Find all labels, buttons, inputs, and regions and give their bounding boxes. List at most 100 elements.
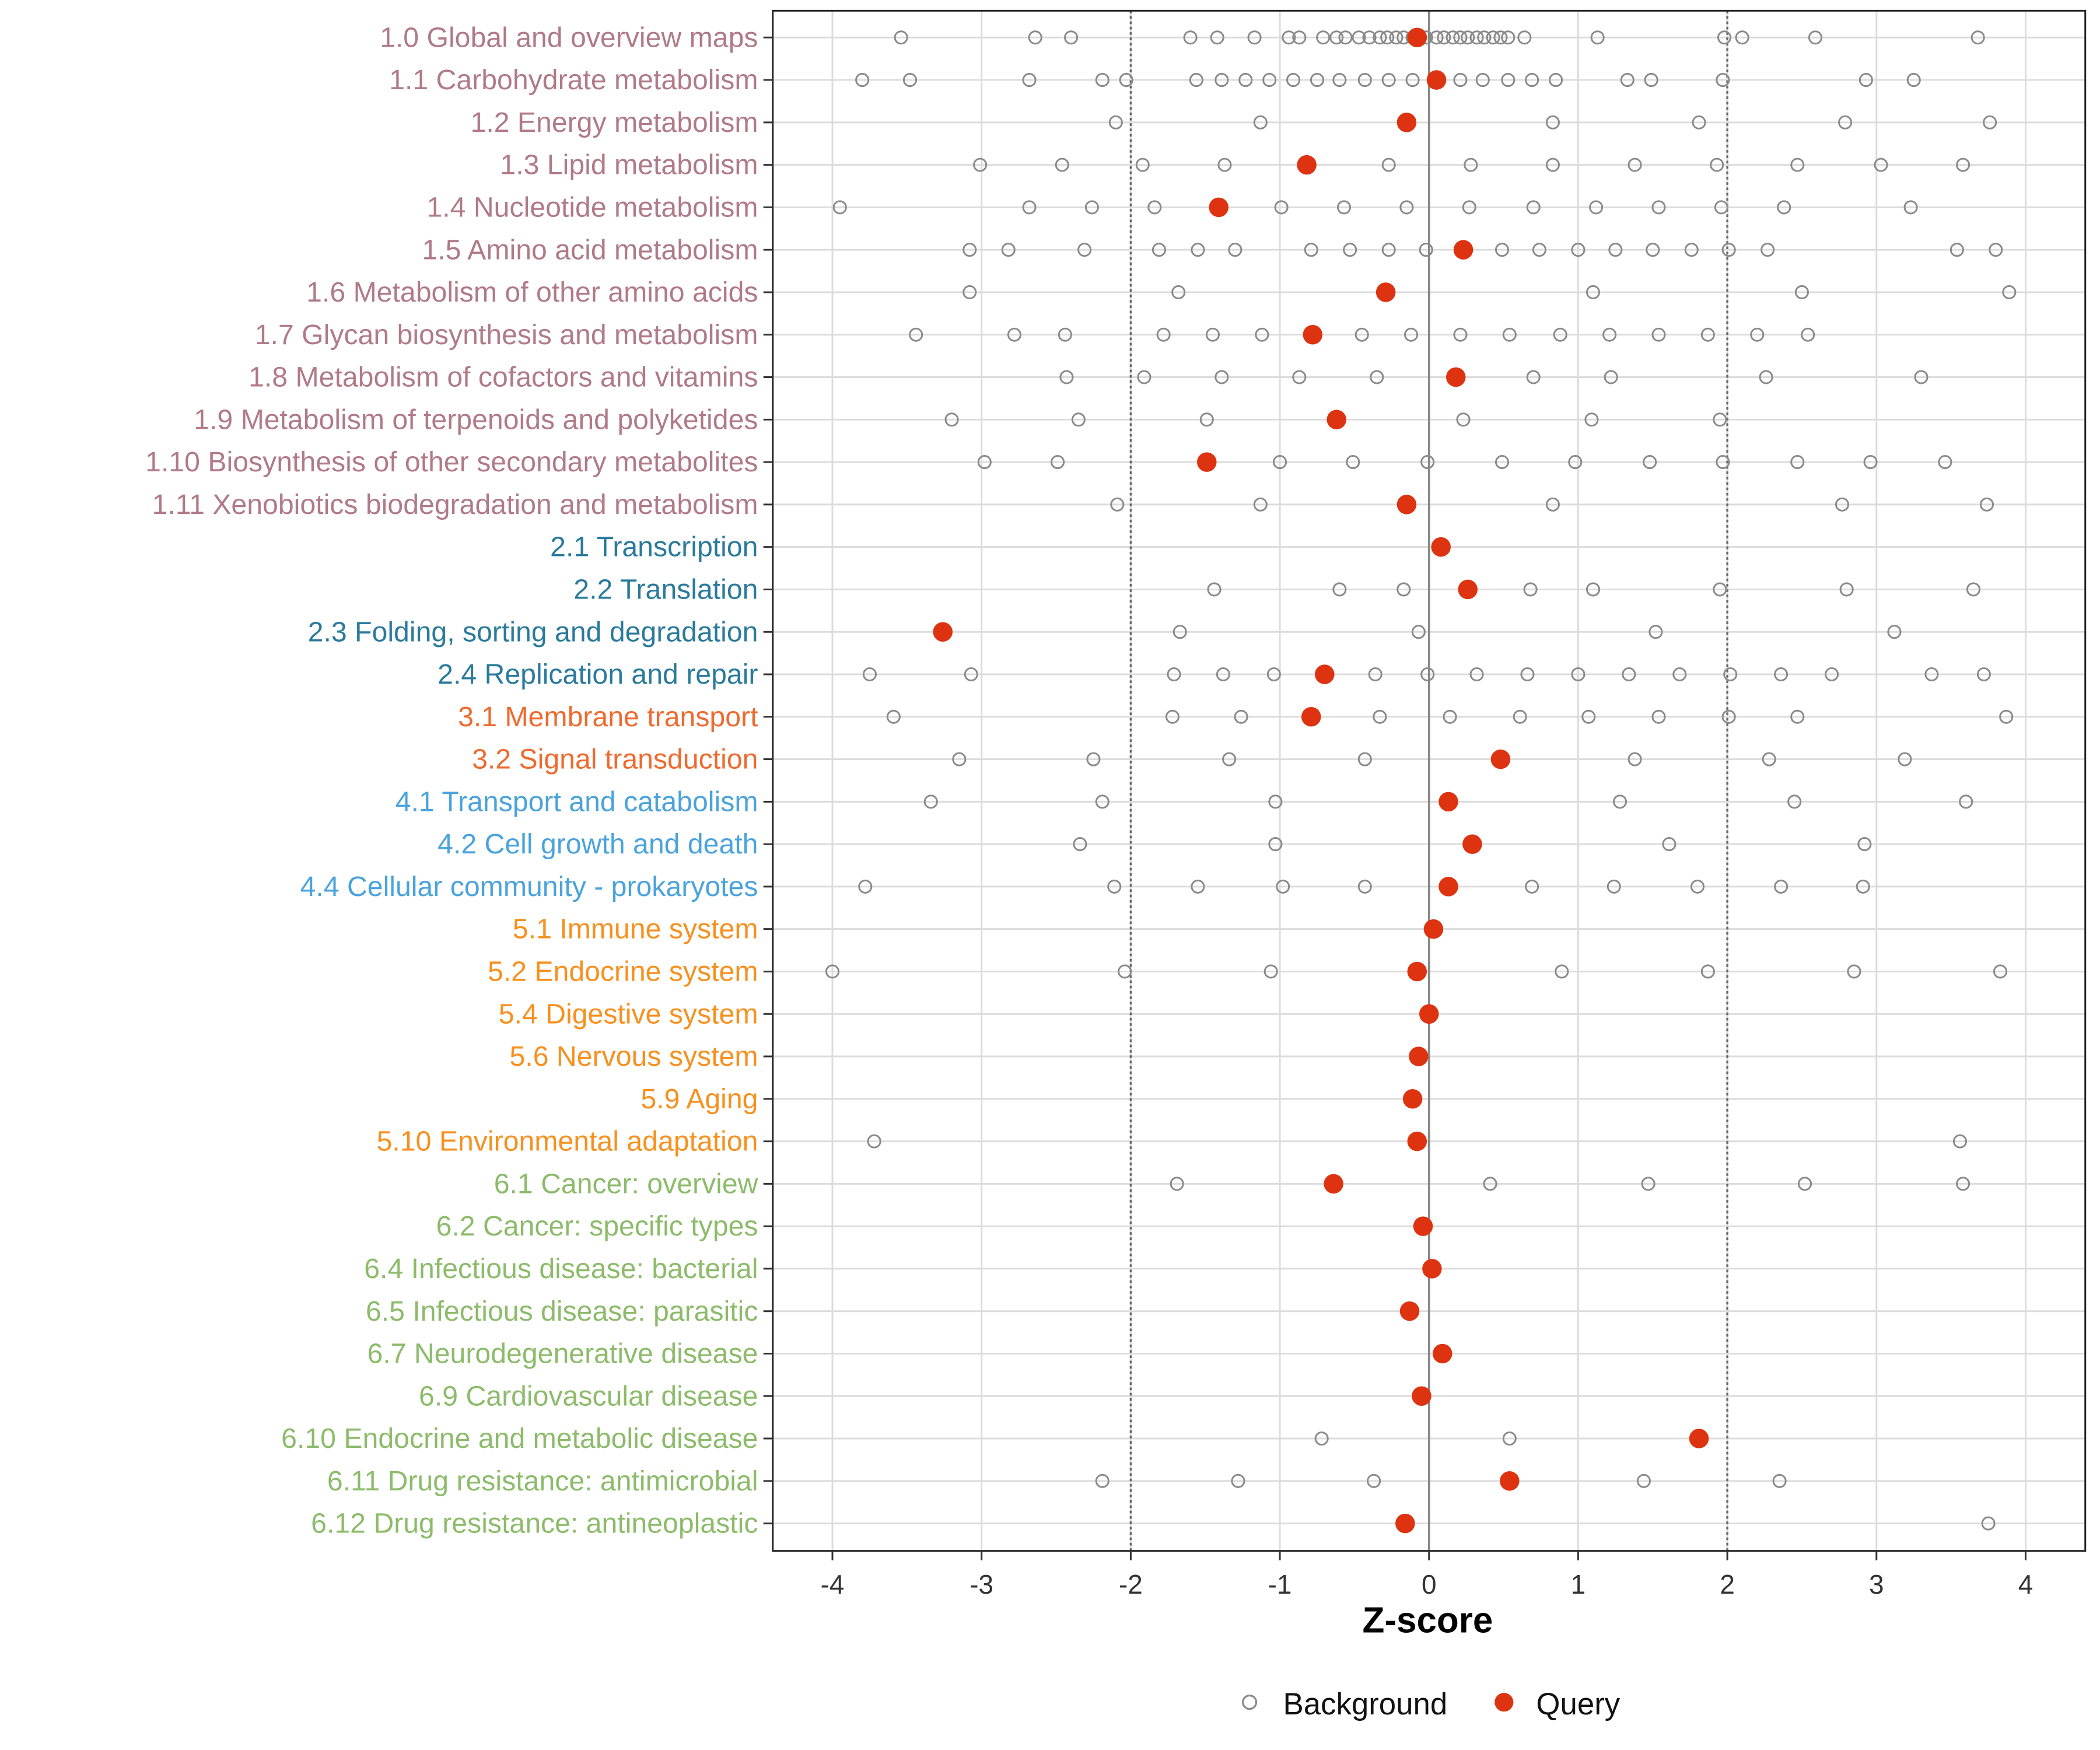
background-point bbox=[1183, 30, 1198, 45]
background-point bbox=[1214, 73, 1229, 88]
background-point bbox=[1590, 30, 1605, 45]
query-point bbox=[1419, 1004, 1439, 1024]
background-point bbox=[1469, 667, 1484, 682]
background-point bbox=[1231, 1474, 1245, 1488]
query-point bbox=[1376, 282, 1396, 302]
data-points bbox=[825, 27, 2017, 1534]
category-label: 1.2 Energy metabolism bbox=[471, 107, 758, 138]
background-point bbox=[1368, 667, 1382, 682]
category-label: 1.9 Metabolism of terpenoids and polyket… bbox=[194, 404, 758, 435]
category-label: 1.5 Amino acid metabolism bbox=[422, 234, 758, 265]
background-point bbox=[1555, 964, 1569, 979]
background-point bbox=[1420, 667, 1435, 682]
background-point bbox=[1513, 709, 1527, 724]
background-point bbox=[1262, 73, 1277, 88]
background-point bbox=[1462, 200, 1476, 215]
background-point bbox=[1207, 582, 1222, 597]
background-point bbox=[1825, 667, 1839, 682]
query-point bbox=[1412, 1386, 1432, 1406]
background-point bbox=[1808, 30, 1823, 45]
background-point bbox=[1380, 30, 1395, 45]
background-point bbox=[1581, 709, 1596, 724]
background-point bbox=[1370, 370, 1384, 384]
background-point bbox=[1620, 73, 1634, 88]
background-point bbox=[1835, 497, 1850, 512]
background-point bbox=[1971, 30, 1985, 45]
background-point bbox=[1191, 243, 1205, 257]
background-point bbox=[1216, 667, 1230, 682]
background-point bbox=[1453, 327, 1468, 342]
background-point bbox=[1762, 752, 1776, 766]
category-label: 1.6 Metabolism of other amino acids bbox=[306, 276, 758, 308]
query-point bbox=[1407, 1131, 1427, 1152]
background-point bbox=[1055, 158, 1069, 172]
background-point bbox=[1735, 30, 1749, 45]
query-point bbox=[1326, 410, 1346, 430]
background-point bbox=[1059, 370, 1074, 384]
category-label: 5.2 Endocrine system bbox=[488, 956, 758, 988]
background-point bbox=[1549, 73, 1563, 88]
background-point bbox=[1938, 455, 1952, 470]
background-point bbox=[1483, 1177, 1497, 1191]
x-axis-ticks: -4 -3 -2 -1 0 1 2 3 4 bbox=[821, 1550, 2033, 1600]
background-point bbox=[1464, 158, 1478, 172]
background-point bbox=[1381, 73, 1396, 88]
category-label: 1.7 Glycan biosynthesis and metabolism bbox=[255, 319, 758, 351]
background-point bbox=[1651, 200, 1666, 215]
category-label: 2.3 Folding, sorting and degradation bbox=[308, 616, 758, 648]
background-point bbox=[1086, 752, 1101, 766]
background-point bbox=[1700, 964, 1715, 979]
category-label: 3.1 Membrane transport bbox=[458, 701, 758, 733]
background-point bbox=[1857, 837, 1872, 852]
category-label: 1.3 Lipid metabolism bbox=[500, 149, 758, 181]
background-point bbox=[1887, 625, 1902, 639]
background-point bbox=[1606, 879, 1621, 894]
background-point bbox=[1643, 455, 1657, 470]
background-point bbox=[1525, 73, 1539, 88]
category-label: 2.2 Translation bbox=[573, 574, 758, 606]
category-label: 6.4 Infectious disease: bacterial bbox=[364, 1253, 758, 1284]
background-point bbox=[1648, 625, 1663, 639]
background-point bbox=[1777, 200, 1791, 215]
category-label: 5.9 Aging bbox=[640, 1083, 758, 1115]
background-point bbox=[1628, 752, 1642, 766]
background-point bbox=[1863, 455, 1878, 470]
background-point bbox=[1956, 158, 1971, 172]
background-point bbox=[1411, 625, 1426, 639]
background-point bbox=[963, 285, 977, 300]
background-point bbox=[1217, 158, 1232, 172]
background-point bbox=[964, 667, 978, 682]
background-point bbox=[1381, 243, 1396, 257]
background-point bbox=[1651, 709, 1666, 724]
background-point bbox=[1073, 837, 1087, 852]
background-point bbox=[1456, 412, 1471, 427]
background-point bbox=[902, 73, 918, 88]
background-point bbox=[1553, 327, 1567, 342]
query-point bbox=[1413, 1216, 1433, 1236]
query-point bbox=[1409, 1046, 1429, 1066]
background-point bbox=[1525, 879, 1539, 894]
background-point bbox=[1477, 30, 1492, 45]
background-point bbox=[1282, 30, 1296, 45]
background-point bbox=[1545, 497, 1560, 512]
category-label: 3.2 Signal transduction bbox=[472, 744, 758, 775]
background-point bbox=[1721, 243, 1736, 257]
background-point bbox=[1343, 243, 1357, 257]
background-point bbox=[1214, 370, 1229, 384]
query-point bbox=[1297, 155, 1317, 175]
background-point bbox=[1501, 30, 1516, 45]
background-point bbox=[832, 200, 847, 215]
background-point bbox=[1838, 115, 1853, 130]
background-point bbox=[1628, 158, 1642, 172]
background-point bbox=[1690, 879, 1705, 894]
background-point bbox=[1906, 73, 1921, 88]
background-point bbox=[1790, 709, 1805, 724]
background-point bbox=[1137, 370, 1152, 384]
query-point bbox=[1396, 495, 1417, 514]
background-point bbox=[1357, 879, 1372, 894]
query-point bbox=[1462, 834, 1482, 854]
background-point bbox=[1453, 73, 1468, 88]
background-point bbox=[1717, 30, 1732, 45]
background-point bbox=[1191, 879, 1205, 894]
background-point bbox=[1501, 73, 1516, 88]
